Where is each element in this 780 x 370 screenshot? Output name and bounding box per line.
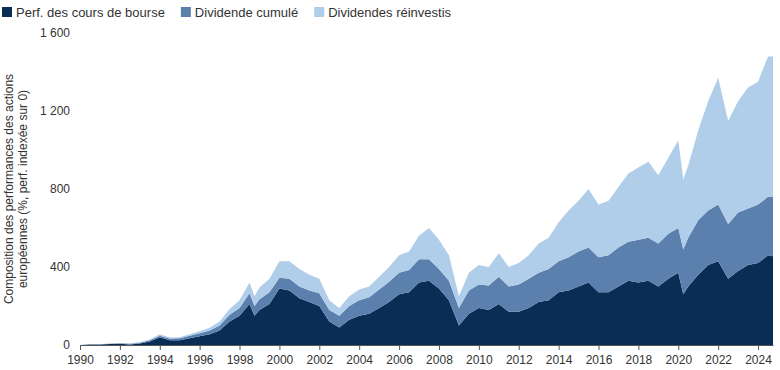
legend-label: Dividendes réinvestis — [328, 5, 451, 20]
areas — [80, 56, 773, 345]
y-tick: 1 200 — [40, 104, 80, 118]
x-tick-label: 1996 — [187, 353, 214, 367]
x-tick-mark — [758, 345, 759, 350]
x-tick: 2010 — [466, 345, 493, 367]
x-tick-mark — [399, 345, 400, 350]
x-tick-label: 1998 — [227, 353, 254, 367]
x-tick-label: 1994 — [147, 353, 174, 367]
x-tick-mark — [279, 345, 280, 350]
x-tick-mark — [678, 345, 679, 350]
x-tick-mark — [559, 345, 560, 350]
x-tick-label: 1990 — [67, 353, 94, 367]
x-tick: 2018 — [626, 345, 653, 367]
x-tick-label: 2016 — [586, 353, 613, 367]
plot: 1990 1992 1994 1996 1998 2000 2002 2004 2006 2008… — [40, 26, 774, 366]
y-tick: 800 — [50, 182, 80, 196]
x-tick-label: 2014 — [546, 353, 573, 367]
x-tick: 2004 — [346, 345, 373, 367]
y-tick: 0 — [63, 338, 80, 352]
x-tick-label: 1992 — [107, 353, 134, 367]
x-tick: 2008 — [426, 345, 453, 367]
x-tick-label: 2020 — [665, 353, 692, 367]
x-tick: 1992 — [107, 345, 134, 367]
x-axis: 1990 1992 1994 1996 1998 2000 2002 2004 2006 2008… — [67, 345, 773, 367]
y-tick-label: 0 — [63, 338, 70, 352]
x-tick: 1994 — [147, 345, 174, 367]
x-tick-label: 2010 — [466, 353, 493, 367]
y-tick: 1 600 — [40, 26, 80, 40]
x-tick-label: 2000 — [267, 353, 294, 367]
x-tick-label: 2024 — [745, 353, 772, 367]
x-tick: 2020 — [665, 345, 692, 367]
x-tick-label: 2022 — [705, 353, 732, 367]
y-axis-title: Composition des performances des actions… — [2, 74, 30, 304]
y-tick-label: 400 — [50, 260, 70, 274]
y-tick-label: 1 600 — [40, 26, 70, 40]
legend-item: Dividende cumulé — [181, 5, 298, 20]
x-tick: 1998 — [227, 345, 254, 367]
x-tick-mark — [479, 345, 480, 350]
x-tick-mark — [80, 345, 81, 350]
x-tick: 2016 — [586, 345, 613, 367]
x-tick-mark — [200, 345, 201, 350]
x-tick-mark — [319, 345, 320, 350]
x-tick-mark — [599, 345, 600, 350]
legend-item: Perf. des cours de bourse — [2, 5, 165, 20]
x-tick-mark — [160, 345, 161, 350]
x-tick: 1990 — [67, 345, 94, 367]
legend-label: Perf. des cours de bourse — [16, 5, 165, 20]
y-axis-line — [80, 34, 81, 346]
y-tick: 400 — [50, 260, 80, 274]
x-tick: 2024 — [745, 345, 772, 367]
legend-item: Dividendes réinvestis — [314, 5, 451, 20]
x-tick-mark — [120, 345, 121, 350]
x-tick: 1996 — [187, 345, 214, 367]
x-tick-label: 2012 — [506, 353, 533, 367]
x-tick-label: 2018 — [626, 353, 653, 367]
x-tick-label: 2004 — [346, 353, 373, 367]
x-tick-mark — [519, 345, 520, 350]
area-2 — [80, 56, 773, 345]
chart: 1990 1992 1994 1996 1998 2000 2002 2004 2006 2008… — [0, 0, 780, 370]
legend: Perf. des cours de bourse Dividende cumul… — [2, 5, 452, 20]
legend-swatch — [2, 7, 12, 17]
x-tick-label: 2008 — [426, 353, 453, 367]
legend-swatch — [181, 7, 191, 17]
y-tick-label: 1 200 — [40, 104, 70, 118]
legend-label: Dividende cumulé — [195, 5, 298, 20]
y-axis: 0 400 800 1 200 1 600 — [40, 26, 81, 352]
x-tick-label: 2002 — [306, 353, 333, 367]
x-tick-mark — [439, 345, 440, 350]
x-tick: 2012 — [506, 345, 533, 367]
x-axis-line — [81, 345, 774, 346]
x-tick-mark — [638, 345, 639, 350]
x-tick-mark — [359, 345, 360, 350]
x-tick: 2014 — [546, 345, 573, 367]
legend-swatch — [314, 7, 324, 17]
y-tick-label: 800 — [50, 182, 70, 196]
x-tick-label: 2006 — [386, 353, 413, 367]
x-tick: 2000 — [267, 345, 294, 367]
x-tick: 2006 — [386, 345, 413, 367]
x-tick: 2022 — [705, 345, 732, 367]
x-tick: 2002 — [306, 345, 333, 367]
x-tick-mark — [240, 345, 241, 350]
x-tick-mark — [718, 345, 719, 350]
